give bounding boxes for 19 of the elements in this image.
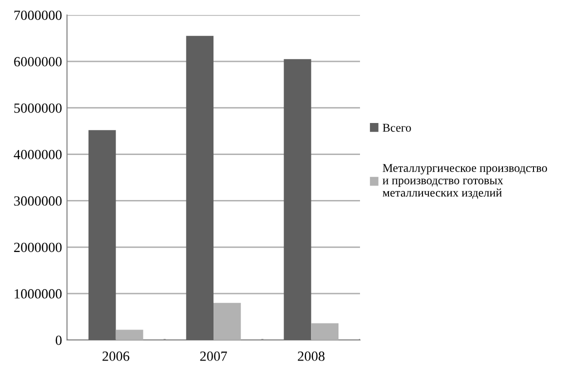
x-tick-label: 2008 <box>298 352 325 361</box>
y-tick-label: 7000000 <box>14 10 62 20</box>
y-tick-label: 1000000 <box>14 289 62 299</box>
bar <box>311 323 339 340</box>
bar <box>88 130 116 340</box>
bar <box>214 302 241 340</box>
legend-label: Всего <box>382 124 411 132</box>
y-tick-label: 3000000 <box>14 196 62 206</box>
y-tick-label: 5000000 <box>14 103 62 113</box>
x-tick-label: 2006 <box>102 352 130 361</box>
y-tick-label: 2000000 <box>14 242 62 252</box>
x-tick-label: 2007 <box>200 352 227 361</box>
bar <box>284 59 312 340</box>
bar <box>116 330 144 340</box>
legend-label: Металлургическое производство и производство готовых металлических изделий <box>382 164 548 199</box>
y-tick-label: 6000000 <box>14 57 62 66</box>
y-tick-label: 0 <box>56 336 62 345</box>
bar <box>186 36 214 340</box>
y-tick-label: 4000000 <box>14 150 62 160</box>
